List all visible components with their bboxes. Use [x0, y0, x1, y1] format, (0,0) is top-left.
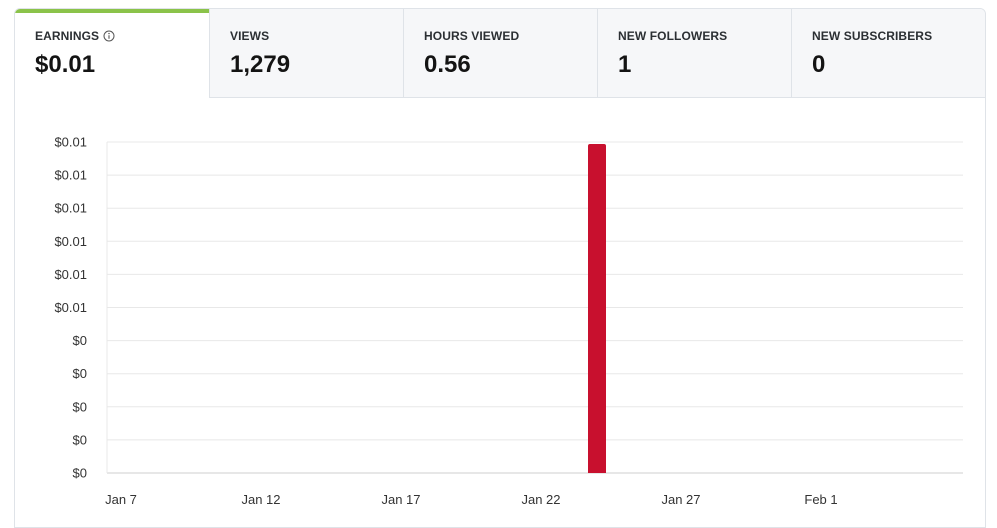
x-tick-label: Jan 7: [105, 492, 137, 507]
y-tick-label: $0.01: [54, 201, 87, 216]
tab-hours-viewed-value: 0.56: [424, 51, 471, 78]
y-tick-label: $0: [73, 399, 87, 414]
y-tick-label: $0.01: [54, 267, 87, 282]
tab-earnings-value: $0.01: [35, 51, 96, 78]
x-tick-label: Feb 1: [804, 492, 837, 507]
x-tick-label: Jan 22: [521, 492, 560, 507]
y-tick-label: $0: [73, 366, 87, 381]
tab-views-label: VIEWS: [230, 29, 270, 43]
tab-earnings[interactable]: EARNINGS $0.01: [15, 9, 209, 98]
tab-new-subscribers[interactable]: NEW SUBSCRIBERS 0: [791, 9, 985, 98]
info-icon[interactable]: [103, 30, 115, 42]
tab-views[interactable]: VIEWS 1,279: [209, 9, 403, 98]
y-tick-label: $0.01: [54, 135, 87, 150]
analytics-card: EARNINGS $0.01 VIEWS 1,279 HOURS VIEWED …: [14, 8, 986, 528]
y-tick-label: $0.01: [54, 234, 87, 249]
tab-new-subscribers-value: 0: [812, 51, 826, 78]
tab-new-subscribers-label: NEW SUBSCRIBERS: [812, 29, 933, 43]
tab-views-value: 1,279: [230, 51, 291, 78]
tab-new-followers[interactable]: NEW FOLLOWERS 1: [597, 9, 791, 98]
earnings-chart: $0.01 $0.01 $0.01 $0.01 $0.01 $0.01 $0 $0 $0 $0 $0…: [54, 135, 963, 507]
y-tick-label: $0.01: [54, 168, 87, 183]
metric-tabs: EARNINGS $0.01 VIEWS 1,279 HOURS VIEWED …: [15, 9, 985, 98]
x-tick-label: Jan 12: [241, 492, 280, 507]
tab-new-followers-label: NEW FOLLOWERS: [618, 29, 728, 43]
chart-area: $0.01 $0.01 $0.01 $0.01 $0.01 $0.01 $0 $0 $0 $0 $0…: [15, 98, 985, 527]
y-tick-label: $0: [73, 466, 87, 481]
bar: [588, 144, 606, 473]
y-tick-label: $0.01: [54, 300, 87, 315]
tab-hours-viewed[interactable]: HOURS VIEWED 0.56: [403, 9, 597, 98]
x-tick-label: Jan 17: [381, 492, 420, 507]
tab-hours-viewed-label: HOURS VIEWED: [424, 29, 520, 43]
y-tick-label: $0: [73, 333, 87, 348]
tab-earnings-label: EARNINGS: [35, 29, 100, 43]
tab-new-followers-value: 1: [618, 51, 632, 78]
y-tick-label: $0: [73, 432, 87, 447]
tab-earnings-label-row: EARNINGS: [35, 29, 209, 43]
x-tick-label: Jan 27: [661, 492, 700, 507]
